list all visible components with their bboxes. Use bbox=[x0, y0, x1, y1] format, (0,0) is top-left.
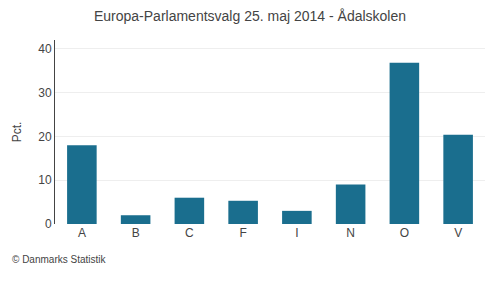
svg-text:0: 0 bbox=[45, 217, 52, 231]
svg-text:C: C bbox=[185, 226, 194, 240]
svg-text:N: N bbox=[346, 226, 355, 240]
svg-text:O: O bbox=[400, 226, 409, 240]
svg-text:10: 10 bbox=[38, 173, 52, 187]
svg-text:F: F bbox=[239, 226, 246, 240]
svg-text:© Danmarks Statistik: © Danmarks Statistik bbox=[12, 254, 107, 265]
svg-text:I: I bbox=[295, 226, 298, 240]
svg-text:A: A bbox=[78, 226, 86, 240]
svg-text:20: 20 bbox=[38, 130, 52, 144]
svg-text:V: V bbox=[454, 226, 462, 240]
svg-text:B: B bbox=[132, 226, 140, 240]
svg-text:40: 40 bbox=[38, 42, 52, 56]
svg-text:Europa-Parlamentsvalg 25. maj: Europa-Parlamentsvalg 25. maj 2014 - Åda… bbox=[94, 8, 406, 24]
svg-text:Pct.: Pct. bbox=[10, 122, 24, 143]
svg-text:30: 30 bbox=[38, 86, 52, 100]
